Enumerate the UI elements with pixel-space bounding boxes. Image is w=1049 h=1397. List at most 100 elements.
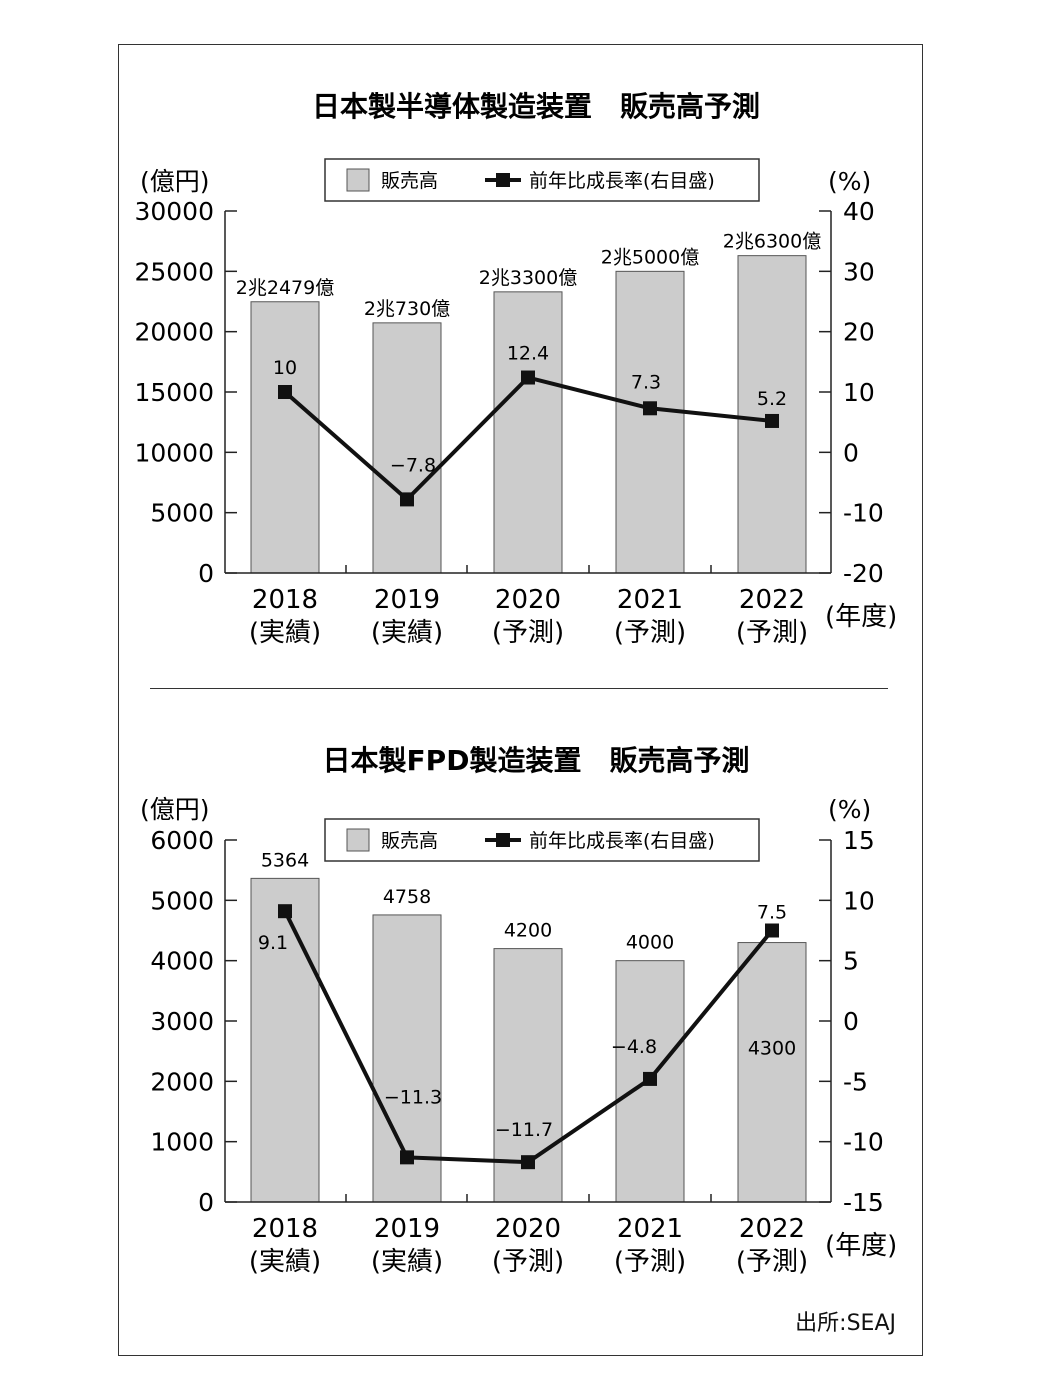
chart-title: 日本製FPD製造装置 販売高予測: [323, 744, 750, 777]
growth-marker: [765, 923, 779, 938]
growth-value-label: 9.1: [258, 932, 288, 954]
bar-value-label: 2兆730億: [364, 298, 450, 320]
bar-value-label: 2兆6300億: [723, 231, 821, 253]
bar-value-label: 5364: [261, 849, 309, 871]
category-label: 2020: [495, 585, 561, 615]
legend-line-label: 前年比成長率(右目盛): [529, 170, 715, 192]
right-tick-label: 20: [843, 318, 875, 347]
bar-value-label: 2兆3300億: [479, 267, 577, 289]
left-tick-label: 10000: [134, 438, 214, 467]
left-tick-label: 2000: [150, 1067, 214, 1096]
right-tick-label: 40: [843, 197, 875, 226]
category-note: (予測): [614, 618, 686, 648]
category-note: (予測): [736, 618, 808, 648]
growth-value-label: −7.8: [390, 454, 436, 476]
legend-box: [324, 158, 760, 202]
bar-value-label: 2兆5000億: [601, 246, 699, 268]
x-axis-unit: (年度): [825, 602, 897, 632]
left-tick-label: 15000: [134, 378, 214, 407]
source-note: 出所:SEAJ: [795, 1311, 896, 1336]
growth-marker: [643, 1071, 657, 1086]
category-note: (実績): [249, 1247, 321, 1277]
right-axis-unit: (%): [828, 167, 871, 196]
growth-value-label: 10: [273, 357, 297, 379]
category-label: 2022: [739, 585, 805, 615]
bar-value-label: 4200: [504, 920, 552, 942]
chart-divider: [150, 688, 888, 689]
category-label: 2020: [495, 1214, 561, 1244]
left-tick-label: 6000: [150, 826, 214, 855]
category-note: (予測): [492, 1247, 564, 1277]
bar-value-label: 4000: [626, 932, 674, 954]
legend-bar-label: 販売高: [381, 170, 438, 192]
right-tick-label: -5: [843, 1067, 868, 1096]
left-tick-label: 5000: [150, 886, 214, 915]
category-note: (予測): [614, 1247, 686, 1277]
legend-box: [324, 818, 760, 862]
legend-marker-swatch: [496, 833, 510, 847]
x-axis-unit: (年度): [825, 1231, 897, 1261]
category-label: 2019: [374, 585, 440, 615]
bar: [615, 270, 685, 574]
right-tick-label: 10: [843, 378, 875, 407]
growth-marker: [643, 401, 657, 416]
category-label: 2018: [252, 585, 318, 615]
right-tick-label: -10: [843, 1128, 884, 1157]
left-tick-label: 3000: [150, 1007, 214, 1036]
growth-marker: [400, 1150, 414, 1165]
left-axis-unit: (億円): [140, 795, 210, 824]
right-tick-label: 0: [843, 1007, 859, 1036]
left-tick-label: 5000: [150, 499, 214, 528]
category-note: (予測): [736, 1247, 808, 1277]
right-tick-label: 5: [843, 947, 859, 976]
left-tick-label: 4000: [150, 947, 214, 976]
left-tick-label: 0: [198, 559, 214, 588]
category-note: (実績): [371, 618, 443, 648]
bar: [372, 322, 442, 574]
category-label: 2019: [374, 1214, 440, 1244]
category-label: 2018: [252, 1214, 318, 1244]
left-tick-label: 0: [198, 1188, 214, 1217]
legend-bar-swatch: [346, 168, 370, 192]
growth-value-label: 12.4: [507, 343, 549, 365]
right-tick-label: -15: [843, 1188, 884, 1217]
growth-value-label: 7.5: [757, 902, 787, 924]
category-label: 2021: [617, 1214, 683, 1244]
right-tick-label: -10: [843, 499, 884, 528]
growth-value-label: 7.3: [631, 371, 661, 393]
bar-value-label: 4300: [748, 1038, 796, 1060]
category-note: (予測): [492, 618, 564, 648]
growth-marker: [278, 385, 292, 399]
legend-bar-swatch: [346, 828, 370, 852]
category-label: 2022: [739, 1214, 805, 1244]
left-tick-label: 25000: [134, 257, 214, 286]
growth-marker: [400, 492, 414, 507]
growth-value-label: −11.3: [384, 1086, 442, 1108]
growth-marker: [521, 1155, 535, 1170]
category-note: (実績): [371, 1247, 443, 1277]
right-tick-label: 10: [843, 886, 875, 915]
growth-value-label: −11.7: [495, 1119, 553, 1141]
figure-frame: [118, 44, 923, 1356]
left-tick-label: 1000: [150, 1128, 214, 1157]
right-axis-unit: (%): [828, 795, 871, 824]
left-tick-label: 30000: [134, 197, 214, 226]
bar-value-label: 4758: [383, 886, 431, 908]
growth-value-label: −4.8: [611, 1036, 657, 1058]
right-tick-label: 30: [843, 257, 875, 286]
right-tick-label: 15: [843, 826, 875, 855]
category-note: (実績): [249, 618, 321, 648]
legend-bar-label: 販売高: [381, 830, 438, 852]
left-axis-unit: (億円): [140, 167, 210, 196]
bar: [250, 301, 320, 574]
legend-marker-swatch: [496, 173, 510, 187]
bar: [493, 291, 563, 574]
chart-title: 日本製半導体製造装置 販売高予測: [312, 90, 760, 123]
growth-marker: [521, 370, 535, 385]
right-tick-label: 0: [843, 438, 859, 467]
bar-value-label: 2兆2479億: [236, 277, 334, 299]
category-label: 2021: [617, 585, 683, 615]
growth-marker: [278, 904, 292, 919]
